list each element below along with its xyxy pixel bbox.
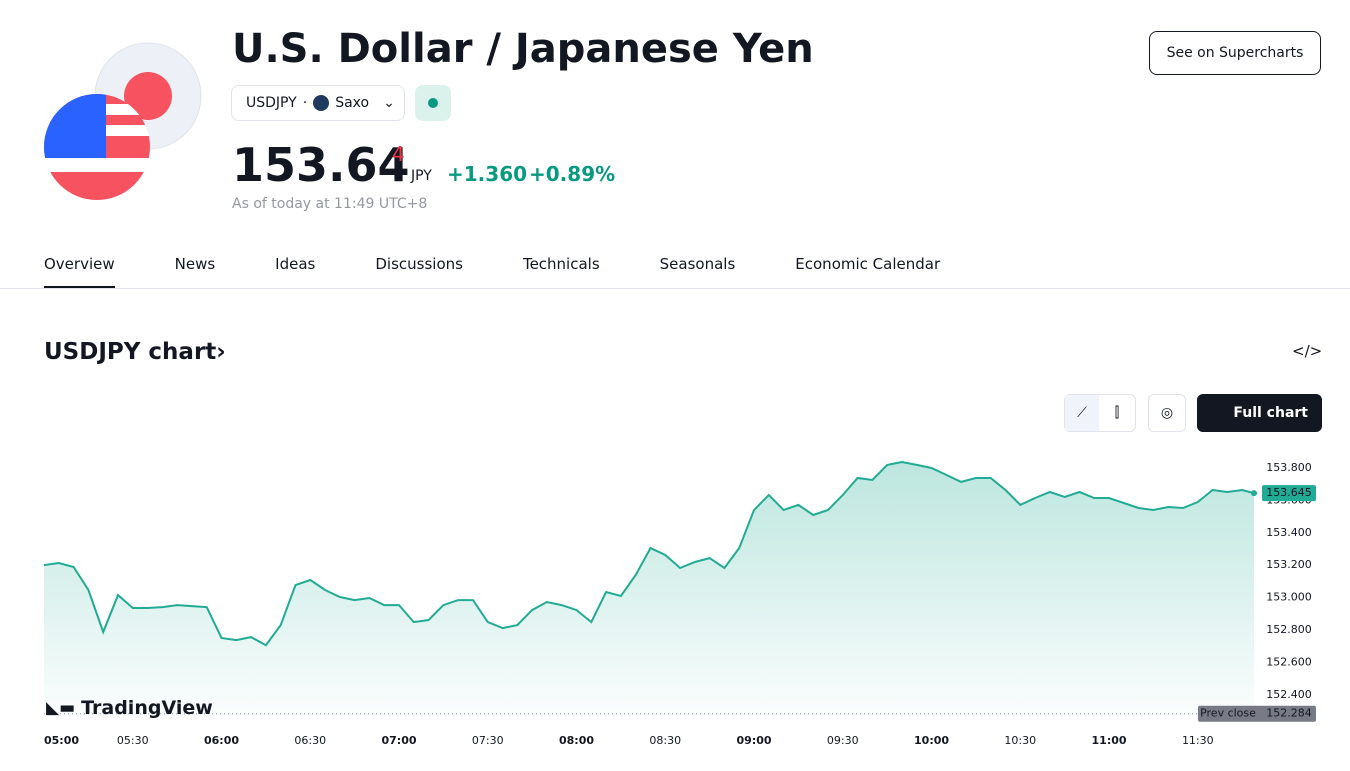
symbol: USDJPY bbox=[246, 95, 297, 111]
change: +1.360 bbox=[447, 162, 528, 186]
y-tick-label: 152.800 bbox=[1266, 623, 1312, 636]
snapshot[interactable]: ◎ bbox=[1148, 394, 1186, 432]
x-tick-label: 11:00 bbox=[1092, 734, 1127, 747]
x-tick-label: 05:00 bbox=[44, 734, 79, 747]
price: 153.64 bbox=[232, 138, 410, 192]
x-tick-label: 05:30 bbox=[117, 734, 149, 747]
y-tick-label: 153.200 bbox=[1266, 558, 1312, 571]
full-chart-button[interactable]: Full chart bbox=[1197, 394, 1322, 432]
x-tick-label: 07:30 bbox=[472, 734, 504, 747]
section-title[interactable]: USDJPY chart› bbox=[44, 339, 226, 365]
chart: 152.400 152.600 152.800 153.000 153.200 153.4… bbox=[43, 460, 1316, 747]
y-tick-label: 152.600 bbox=[1266, 656, 1312, 669]
last-value: 153.645 bbox=[1266, 486, 1312, 499]
line-type[interactable]: ⟋ bbox=[1065, 395, 1099, 431]
last-badge bbox=[1262, 485, 1316, 502]
symbol-selector[interactable]: USDJPY · Saxo ⌄ bbox=[231, 85, 405, 121]
tab[interactable]: Technicals bbox=[522, 255, 600, 273]
y-tick-label: 153.800 bbox=[1266, 461, 1312, 474]
x-tick-label: 08:00 bbox=[559, 734, 594, 747]
tab[interactable]: Ideas bbox=[275, 255, 316, 273]
x-tick-label: 09:30 bbox=[827, 734, 859, 747]
tab[interactable]: News bbox=[174, 255, 216, 273]
title: U.S. Dollar / Japanese Yen bbox=[232, 26, 814, 72]
tab[interactable]: Discussions bbox=[375, 255, 463, 273]
brand: ◣▬ TradingView bbox=[46, 697, 213, 719]
embed-icon[interactable]: </> bbox=[1292, 342, 1323, 360]
y-tick-label: 153.400 bbox=[1266, 526, 1312, 539]
tab[interactable]: Economic Calendar bbox=[795, 255, 941, 273]
prev-close-label: Prev close bbox=[1200, 707, 1256, 720]
line bbox=[43, 460, 1255, 647]
tab[interactable]: Overview bbox=[44, 255, 115, 289]
section-title-text: USDJPY chart bbox=[44, 339, 217, 365]
price-digit: 4 bbox=[392, 142, 405, 166]
x-tick-label: 10:30 bbox=[1004, 734, 1036, 747]
x-tick-label: 11:30 bbox=[1182, 734, 1214, 747]
x-tick-label: 09:00 bbox=[737, 734, 772, 747]
prev-close-value: 152.284 bbox=[1266, 707, 1312, 720]
last-point bbox=[1251, 490, 1257, 497]
currency: JPY bbox=[411, 168, 432, 184]
brand-text: TradingView bbox=[81, 697, 213, 719]
change-percent: +0.89% bbox=[529, 162, 616, 186]
x-tick-label: 08:30 bbox=[649, 734, 681, 747]
tabs: Overview News Ideas Discussions Technicals Se… bbox=[44, 255, 1000, 289]
candle-type[interactable]: ⫿ bbox=[1114, 405, 1120, 421]
x-tick-label: 07:00 bbox=[382, 734, 417, 747]
exchange: Saxo bbox=[335, 95, 370, 111]
prev-close-badge bbox=[1198, 705, 1316, 722]
chart-type: ⟋ ⫿ bbox=[1064, 394, 1136, 432]
y-tick-label: 152.400 bbox=[1266, 688, 1312, 701]
x-tick-label: 06:00 bbox=[204, 734, 239, 747]
tab[interactable]: Seasonals bbox=[659, 255, 736, 273]
x-tick-label: 10:00 bbox=[914, 734, 949, 747]
y-tick-label: 153.000 bbox=[1266, 591, 1312, 604]
x-tick-label: 06:30 bbox=[294, 734, 326, 747]
divider bbox=[0, 288, 1350, 289]
area bbox=[44, 462, 1254, 716]
currency-icon bbox=[44, 42, 202, 200]
supercharts-button[interactable]: See on Supercharts bbox=[1149, 31, 1321, 75]
status[interactable] bbox=[415, 85, 451, 121]
timestamp: As of today at 11:49 UTC+8 bbox=[232, 196, 428, 212]
